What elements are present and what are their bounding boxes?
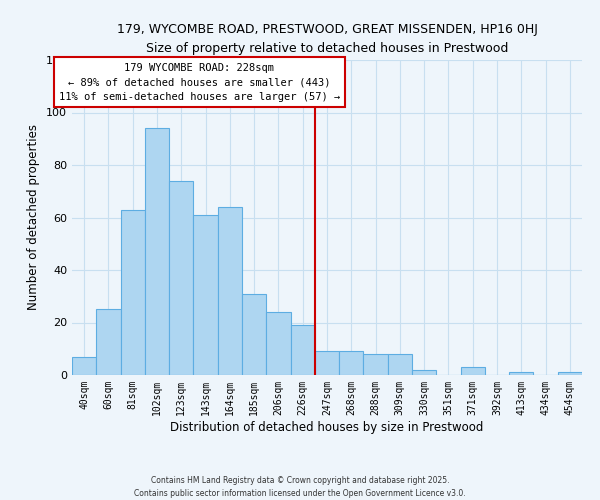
Bar [461, 367, 485, 375]
Bar [315, 352, 339, 375]
X-axis label: Distribution of detached houses by size in Prestwood: Distribution of detached houses by size … [170, 420, 484, 434]
Bar [558, 372, 582, 375]
Text: 179 WYCOMBE ROAD: 228sqm
← 89% of detached houses are smaller (443)
11% of semi-: 179 WYCOMBE ROAD: 228sqm ← 89% of detach… [59, 62, 340, 102]
Bar [412, 370, 436, 375]
Bar [72, 356, 96, 375]
Bar [242, 294, 266, 375]
Bar [364, 354, 388, 375]
Bar [290, 325, 315, 375]
Bar [388, 354, 412, 375]
Text: Contains HM Land Registry data © Crown copyright and database right 2025.
Contai: Contains HM Land Registry data © Crown c… [134, 476, 466, 498]
Bar [169, 180, 193, 375]
Title: 179, WYCOMBE ROAD, PRESTWOOD, GREAT MISSENDEN, HP16 0HJ
Size of property relativ: 179, WYCOMBE ROAD, PRESTWOOD, GREAT MISS… [116, 22, 538, 54]
Bar [145, 128, 169, 375]
Bar [339, 352, 364, 375]
Bar [509, 372, 533, 375]
Bar [266, 312, 290, 375]
Bar [218, 207, 242, 375]
Y-axis label: Number of detached properties: Number of detached properties [28, 124, 40, 310]
Bar [121, 210, 145, 375]
Bar [193, 215, 218, 375]
Bar [96, 310, 121, 375]
